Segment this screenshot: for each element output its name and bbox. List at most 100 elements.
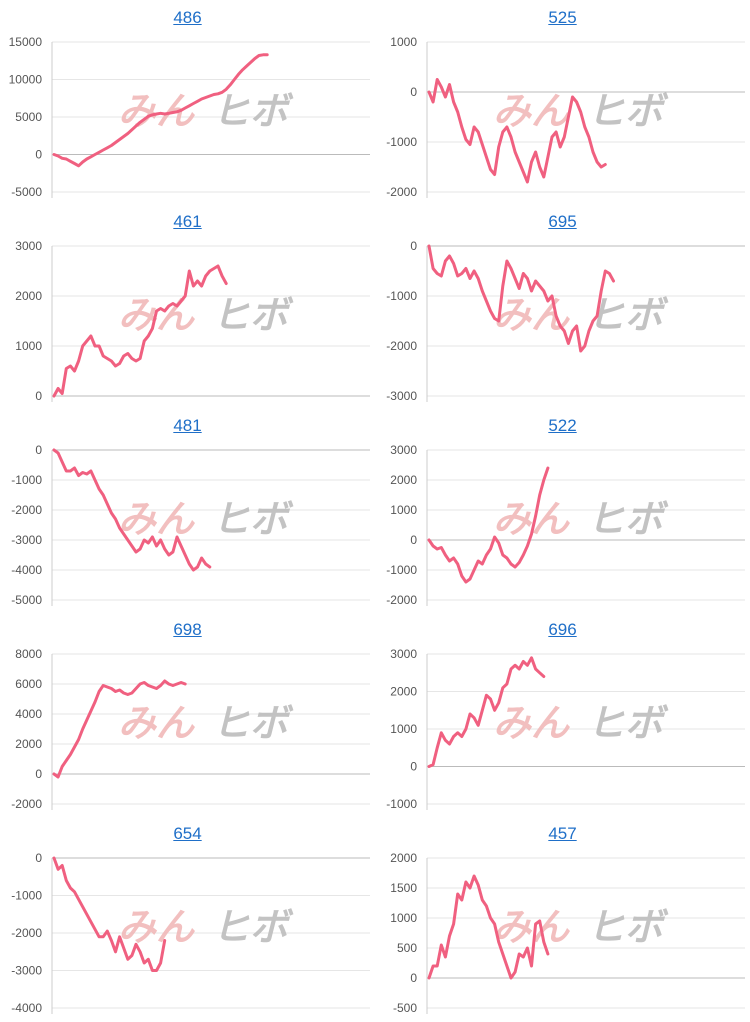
y-tick-label: -3000 (386, 389, 417, 403)
chart-panel-9: 2000 1500 1000 500 0 -500 みん ヒボ 457 (375, 816, 750, 1020)
watermark-right: ヒボ (212, 905, 294, 949)
y-tick-label: -1000 (386, 289, 417, 303)
y-tick-label: 1000 (15, 339, 42, 353)
y-tick-label: 1000 (390, 911, 417, 925)
y-tick-label: 4000 (15, 707, 42, 721)
chart-title: 522 (375, 416, 750, 436)
series-line (52, 448, 212, 572)
watermark-left: みん (493, 89, 570, 133)
watermark-logo: みん ヒボ (493, 905, 669, 949)
watermark-logo: みん ヒボ (118, 701, 294, 745)
chart-panel-2: 3000 2000 1000 0 みん ヒボ 461 (0, 204, 375, 408)
line-chart-0: 15000 10000 5000 0 -5000 みん ヒボ (9, 35, 370, 199)
y-tick-label: -2000 (11, 503, 42, 517)
watermark-left: みん (493, 701, 570, 745)
y-tick-label: 1000 (390, 35, 417, 49)
chart-panel-4: 0 -1000 -2000 -3000 -4000 -5000 みん ヒボ 481 (0, 408, 375, 612)
chart-title-link[interactable]: 525 (548, 8, 577, 27)
watermark-right: ヒボ (587, 701, 669, 745)
line-chart-7: 3000 2000 1000 0 -1000 みん ヒボ (386, 647, 745, 811)
y-tick-label: 2000 (390, 473, 417, 487)
y-tick-label: 0 (410, 760, 417, 774)
chart-title: 698 (0, 620, 375, 640)
y-tick-label: 0 (410, 971, 417, 985)
line-chart-4: 0 -1000 -2000 -3000 -4000 -5000 みん ヒボ (11, 443, 370, 607)
line-chart-1: 1000 0 -1000 -2000 みん ヒボ (386, 35, 745, 199)
y-tick-label: 0 (35, 148, 42, 162)
y-tick-label: 1000 (390, 722, 417, 736)
watermark-logo: みん ヒボ (118, 905, 294, 949)
y-tick-label: -1000 (386, 135, 417, 149)
watermark-left: みん (118, 701, 195, 745)
y-tick-label: 0 (35, 767, 42, 781)
y-tick-label: 0 (35, 851, 42, 865)
y-tick-label: 6000 (15, 677, 42, 691)
y-tick-label: -2000 (11, 797, 42, 811)
y-tick-label: 1500 (390, 881, 417, 895)
watermark-right: ヒボ (212, 497, 294, 541)
y-tick-label: -3000 (11, 533, 42, 547)
chart-panel-3: 0 -1000 -2000 -3000 みん ヒボ 695 (375, 204, 750, 408)
watermark-right: ヒボ (212, 701, 294, 745)
watermark-logo: みん ヒボ (118, 89, 294, 133)
series-line (427, 656, 546, 768)
chart-title: 696 (375, 620, 750, 640)
y-tick-label: -1000 (11, 889, 42, 903)
chart-title-link[interactable]: 461 (173, 212, 202, 231)
y-tick-label: 5000 (15, 110, 42, 124)
series-line (52, 856, 167, 972)
y-tick-label: -2000 (386, 593, 417, 607)
chart-panel-7: 3000 2000 1000 0 -1000 みん ヒボ 696 (375, 612, 750, 816)
chart-title-link[interactable]: 654 (173, 824, 202, 843)
y-tick-label: -500 (393, 1001, 417, 1015)
y-tick-label: 3000 (390, 647, 417, 661)
watermark-right: ヒボ (587, 497, 669, 541)
chart-title: 695 (375, 212, 750, 232)
watermark-left: みん (493, 293, 570, 337)
line-chart-6: 8000 6000 4000 2000 0 -2000 みん ヒボ (11, 647, 370, 811)
chart-title-link[interactable]: 698 (173, 620, 202, 639)
watermark-logo: みん ヒボ (118, 293, 294, 337)
y-tick-label: 2000 (390, 851, 417, 865)
y-tick-label: 2000 (15, 737, 42, 751)
y-tick-label: 3000 (15, 239, 42, 253)
chart-title-link[interactable]: 481 (173, 416, 202, 435)
y-tick-label: 2000 (390, 685, 417, 699)
y-tick-label: -4000 (11, 1001, 42, 1015)
series-line (427, 244, 615, 353)
line-chart-8: 0 -1000 -2000 -3000 -4000 みん ヒボ (11, 851, 370, 1015)
chart-title-link[interactable]: 457 (548, 824, 577, 843)
watermark-right: ヒボ (587, 905, 669, 949)
y-tick-label: -2000 (386, 185, 417, 199)
y-tick-label: 8000 (15, 647, 42, 661)
series-line (427, 466, 550, 584)
watermark-logo: みん ヒボ (493, 89, 669, 133)
y-tick-label: 0 (410, 239, 417, 253)
chart-panel-1: 1000 0 -1000 -2000 みん ヒボ 525 (375, 0, 750, 204)
chart-title: 525 (375, 8, 750, 28)
line-chart-2: 3000 2000 1000 0 みん ヒボ (15, 239, 370, 403)
y-tick-label: 0 (35, 443, 42, 457)
chart-panel-6: 8000 6000 4000 2000 0 -2000 みん ヒボ 698 (0, 612, 375, 816)
series-line (52, 679, 187, 779)
chart-title: 486 (0, 8, 375, 28)
watermark-right: ヒボ (212, 293, 294, 337)
chart-title: 654 (0, 824, 375, 844)
watermark-logo: みん ヒボ (493, 293, 669, 337)
chart-title: 461 (0, 212, 375, 232)
chart-title-link[interactable]: 522 (548, 416, 577, 435)
y-tick-label: 15000 (9, 35, 43, 49)
chart-title-link[interactable]: 695 (548, 212, 577, 231)
chart-title-link[interactable]: 486 (173, 8, 202, 27)
y-tick-label: -5000 (11, 185, 42, 199)
series-line (52, 264, 228, 398)
y-tick-label: -3000 (11, 964, 42, 978)
watermark-right: ヒボ (212, 89, 294, 133)
watermark-left: みん (118, 905, 195, 949)
y-tick-label: -1000 (11, 473, 42, 487)
series-line (427, 78, 607, 184)
y-tick-label: 0 (35, 389, 42, 403)
y-tick-label: 2000 (15, 289, 42, 303)
chart-title-link[interactable]: 696 (548, 620, 577, 639)
